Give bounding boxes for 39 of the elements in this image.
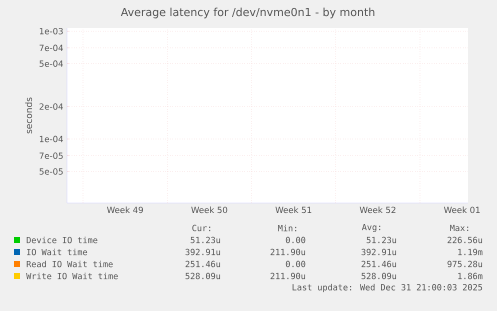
y-tick-label: 7e-04 [40,44,63,52]
text: 251.46u [362,260,396,268]
text: 0.00 [286,236,306,244]
x-tick-label: Week 50 [191,206,228,214]
text: 211.90u [270,248,306,256]
y-tick-label: 5e-05 [40,168,63,175]
text: 392.91u [362,248,396,256]
text: 51.23u [190,236,220,244]
text: Cur: [192,224,210,232]
text: 975.28u [448,260,482,268]
text: 251.46u [186,260,220,268]
text: 1.86m [458,272,482,280]
text: 51.23u [366,236,396,244]
y-tick-label: 7e-05 [40,152,63,159]
x-tick-label: Week 49 [107,206,143,214]
text: Max: [450,224,468,232]
x-tick-label: Week 52 [360,206,396,214]
text: Last update: Wed Dec 31 21:00:03 2025 [292,284,482,292]
text: Avg: [362,224,380,232]
text: 0.00 [286,260,306,268]
legend-label: IO Wait time [27,248,88,256]
y-tick-label: 1e-04 [40,136,63,142]
y-tick-label: 5e-04 [40,60,63,67]
legend-label: Device IO time [26,236,98,244]
legend-label: Write IO Wait time [26,272,118,280]
y-tick-label: 1e-03 [40,28,63,34]
y-axis-title: seconds [25,98,32,134]
text: 392.91u [186,248,220,256]
text: 1.19m [458,248,482,256]
text: Min: [278,224,296,232]
chart-title: Average latency for /dev/nvme0n1 - by month [120,8,374,18]
text: 528.09u [186,272,220,280]
text: 528.09u [362,272,396,280]
text: 211.90u [270,272,306,280]
text: 226.56u [448,236,482,244]
x-tick-label: Week 01 [444,206,480,214]
x-tick-label: Week 51 [276,206,312,214]
y-tick-label: 2e-04 [40,103,63,110]
legend-label: Read IO Wait time [26,260,113,268]
